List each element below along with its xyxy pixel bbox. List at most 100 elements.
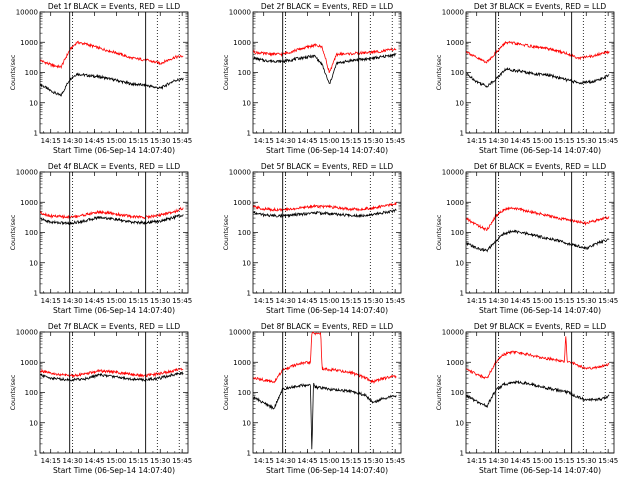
y-tick-label: 10000 bbox=[16, 329, 38, 337]
y-tick-label: 10 bbox=[455, 99, 464, 107]
x-tick-label: 15:45 bbox=[172, 457, 192, 465]
y-tick-label: 100 bbox=[25, 389, 38, 397]
y-tick-label: 10 bbox=[29, 259, 38, 267]
x-tick-label: 14:15 bbox=[41, 457, 61, 465]
x-tick-label: 15:00 bbox=[532, 457, 552, 465]
x-tick-label: 14:45 bbox=[297, 297, 317, 305]
lld-series-line bbox=[253, 202, 397, 213]
x-tick-label: 15:00 bbox=[319, 457, 339, 465]
x-tick-label: 14:30 bbox=[489, 457, 509, 465]
y-axis-title: Counts/sec bbox=[222, 374, 230, 410]
y-tick-label: 10 bbox=[242, 419, 251, 427]
events-series-line bbox=[466, 66, 610, 88]
y-tick-label: 1 bbox=[247, 290, 251, 298]
y-tick-label: 1 bbox=[34, 130, 38, 138]
x-tick-label: 15:00 bbox=[106, 137, 126, 145]
x-tick-label: 15:45 bbox=[598, 137, 618, 145]
y-tick-label: 10000 bbox=[16, 9, 38, 17]
panel-title: Det 2f BLACK = Events, RED = LLD bbox=[261, 2, 394, 11]
x-tick-label: 14:15 bbox=[467, 457, 487, 465]
events-series-line bbox=[253, 52, 397, 84]
plot-frame bbox=[252, 331, 402, 454]
x-tick-label: 14:30 bbox=[63, 137, 83, 145]
y-tick-label: 1 bbox=[34, 290, 38, 298]
x-axis-title: Start Time (06-Sep-14 14:07:40) bbox=[53, 306, 175, 315]
x-tick-label: 15:00 bbox=[319, 137, 339, 145]
lld-series-line bbox=[40, 206, 184, 220]
x-tick-label: 15:00 bbox=[106, 457, 126, 465]
x-tick-label: 14:30 bbox=[63, 297, 83, 305]
x-tick-label: 14:45 bbox=[510, 137, 530, 145]
x-axis-title: Start Time (06-Sep-14 14:07:40) bbox=[479, 146, 601, 155]
x-tick-label: 14:30 bbox=[276, 297, 296, 305]
y-tick-label: 1000 bbox=[446, 199, 464, 207]
x-tick-label: 15:30 bbox=[576, 457, 596, 465]
x-tick-label: 15:45 bbox=[385, 137, 405, 145]
plot-frame bbox=[465, 171, 615, 294]
y-tick-label: 100 bbox=[25, 69, 38, 77]
x-axis-title: Start Time (06-Sep-14 14:07:40) bbox=[53, 466, 175, 475]
x-tick-label: 14:30 bbox=[63, 457, 83, 465]
y-tick-label: 10 bbox=[242, 259, 251, 267]
x-tick-label: 15:30 bbox=[576, 137, 596, 145]
y-tick-label: 1 bbox=[460, 450, 464, 458]
y-tick-label: 1000 bbox=[233, 359, 251, 367]
x-tick-label: 14:30 bbox=[276, 137, 296, 145]
panel-title: Det 8f BLACK = Events, RED = LLD bbox=[261, 322, 394, 331]
plot-frame bbox=[39, 331, 189, 454]
y-tick-label: 100 bbox=[238, 229, 251, 237]
x-axis-title: Start Time (06-Sep-14 14:07:40) bbox=[479, 306, 601, 315]
x-tick-label: 15:45 bbox=[598, 297, 618, 305]
y-tick-label: 1 bbox=[460, 290, 464, 298]
panel-5: Det 5f BLACK = Events, RED = LLD 1 10 100 10… bbox=[222, 162, 405, 315]
panel-8: Det 8f BLACK = Events, RED = LLD 1 10 100 10… bbox=[222, 322, 405, 475]
plot-frame bbox=[252, 171, 402, 294]
y-tick-label: 10000 bbox=[229, 169, 251, 177]
y-tick-label: 1 bbox=[460, 130, 464, 138]
y-axis-title: Counts/sec bbox=[435, 374, 443, 410]
events-series-line bbox=[466, 229, 610, 253]
x-tick-label: 15:15 bbox=[554, 457, 574, 465]
y-tick-label: 10000 bbox=[442, 169, 464, 177]
y-tick-label: 1000 bbox=[20, 39, 38, 47]
x-tick-label: 15:15 bbox=[554, 297, 574, 305]
y-tick-label: 100 bbox=[238, 69, 251, 77]
y-axis-title: Counts/sec bbox=[435, 54, 443, 90]
events-series-line bbox=[253, 208, 397, 219]
events-series-line bbox=[40, 72, 184, 97]
x-tick-label: 15:15 bbox=[128, 457, 148, 465]
x-tick-label: 14:30 bbox=[276, 457, 296, 465]
y-tick-label: 10 bbox=[29, 99, 38, 107]
x-tick-label: 15:30 bbox=[576, 297, 596, 305]
y-tick-label: 10000 bbox=[442, 329, 464, 337]
plot-frame bbox=[39, 11, 189, 134]
y-tick-label: 1000 bbox=[20, 359, 38, 367]
y-axis-title: Counts/sec bbox=[222, 214, 230, 250]
x-tick-label: 14:15 bbox=[467, 137, 487, 145]
x-tick-label: 15:30 bbox=[363, 297, 383, 305]
x-tick-label: 14:45 bbox=[84, 457, 104, 465]
x-axis-title: Start Time (06-Sep-14 14:07:40) bbox=[266, 306, 388, 315]
x-tick-label: 15:45 bbox=[385, 297, 405, 305]
lld-series-line bbox=[466, 206, 610, 232]
y-tick-label: 100 bbox=[451, 69, 464, 77]
x-tick-label: 14:45 bbox=[84, 297, 104, 305]
x-tick-label: 14:45 bbox=[297, 457, 317, 465]
panel-title: Det 1f BLACK = Events, RED = LLD bbox=[48, 2, 181, 11]
events-series-line bbox=[40, 214, 184, 226]
y-tick-label: 100 bbox=[451, 389, 464, 397]
panel-9: Det 9f BLACK = Events, RED = LLD 1 10 100 10… bbox=[435, 322, 618, 475]
x-tick-label: 14:45 bbox=[297, 137, 317, 145]
x-tick-label: 15:15 bbox=[341, 137, 361, 145]
x-tick-label: 15:45 bbox=[172, 297, 192, 305]
y-tick-label: 1000 bbox=[446, 39, 464, 47]
x-tick-label: 15:15 bbox=[554, 137, 574, 145]
x-tick-label: 15:45 bbox=[598, 457, 618, 465]
events-series-line bbox=[40, 371, 184, 383]
panel-2: Det 2f BLACK = Events, RED = LLD 1 10 100 10… bbox=[222, 2, 405, 155]
y-tick-label: 1000 bbox=[446, 359, 464, 367]
x-tick-label: 15:15 bbox=[128, 297, 148, 305]
y-axis-title: Counts/sec bbox=[9, 374, 17, 410]
y-axis-title: Counts/sec bbox=[9, 54, 17, 90]
y-tick-label: 10 bbox=[455, 259, 464, 267]
